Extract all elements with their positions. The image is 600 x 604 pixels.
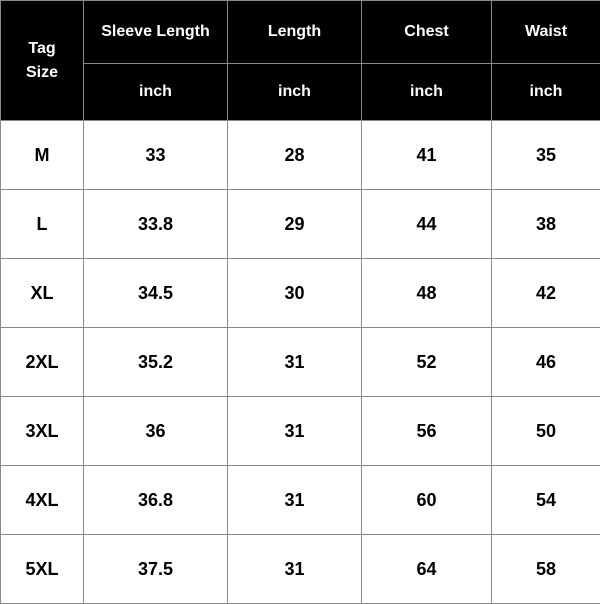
sleeve-length-cell: 36.8	[84, 466, 228, 535]
waist-cell: 38	[492, 190, 600, 259]
chest-cell: 60	[362, 466, 492, 535]
size-cell: 3XL	[1, 397, 84, 466]
size-cell: M	[1, 121, 84, 190]
sleeve-length-cell: 33.8	[84, 190, 228, 259]
sleeve-length-cell: 34.5	[84, 259, 228, 328]
chest-cell: 56	[362, 397, 492, 466]
chest-cell: 64	[362, 535, 492, 604]
tag-size-header: Tag Size	[1, 1, 84, 121]
unit-waist: inch	[492, 64, 600, 121]
chest-cell: 44	[362, 190, 492, 259]
table-row: 4XL 36.8 31 60 54	[1, 466, 600, 535]
waist-cell: 35	[492, 121, 600, 190]
length-cell: 29	[228, 190, 362, 259]
length-cell: 30	[228, 259, 362, 328]
length-cell: 28	[228, 121, 362, 190]
unit-row: inch inch inch inch	[1, 64, 600, 121]
chest-cell: 48	[362, 259, 492, 328]
chest-cell: 41	[362, 121, 492, 190]
size-cell: 2XL	[1, 328, 84, 397]
table-row: 3XL 36 31 56 50	[1, 397, 600, 466]
length-cell: 31	[228, 328, 362, 397]
sleeve-length-cell: 36	[84, 397, 228, 466]
header-row: Tag Size Sleeve Length Length Chest Wais…	[1, 1, 600, 64]
chest-cell: 52	[362, 328, 492, 397]
table-row: L 33.8 29 44 38	[1, 190, 600, 259]
size-cell: 5XL	[1, 535, 84, 604]
length-cell: 31	[228, 535, 362, 604]
column-header-length: Length	[228, 1, 362, 64]
size-cell: XL	[1, 259, 84, 328]
column-header-sleeve-length: Sleeve Length	[84, 1, 228, 64]
table-header: Tag Size Sleeve Length Length Chest Wais…	[1, 1, 600, 121]
waist-cell: 46	[492, 328, 600, 397]
waist-cell: 54	[492, 466, 600, 535]
waist-cell: 50	[492, 397, 600, 466]
table-row: 5XL 37.5 31 64 58	[1, 535, 600, 604]
tag-size-header-line2: Size	[26, 64, 58, 81]
unit-chest: inch	[362, 64, 492, 121]
tag-size-header-line1: Tag	[28, 40, 55, 57]
waist-cell: 58	[492, 535, 600, 604]
sleeve-length-cell: 33	[84, 121, 228, 190]
sleeve-length-cell: 35.2	[84, 328, 228, 397]
size-cell: 4XL	[1, 466, 84, 535]
unit-length: inch	[228, 64, 362, 121]
column-header-waist: Waist	[492, 1, 600, 64]
unit-sleeve-length: inch	[84, 64, 228, 121]
waist-cell: 42	[492, 259, 600, 328]
table-row: XL 34.5 30 48 42	[1, 259, 600, 328]
table-body: M 33 28 41 35 L 33.8 29 44 38 XL 34.5 30…	[1, 121, 600, 604]
length-cell: 31	[228, 466, 362, 535]
table-row: M 33 28 41 35	[1, 121, 600, 190]
size-cell: L	[1, 190, 84, 259]
sleeve-length-cell: 37.5	[84, 535, 228, 604]
table-row: 2XL 35.2 31 52 46	[1, 328, 600, 397]
column-header-chest: Chest	[362, 1, 492, 64]
length-cell: 31	[228, 397, 362, 466]
